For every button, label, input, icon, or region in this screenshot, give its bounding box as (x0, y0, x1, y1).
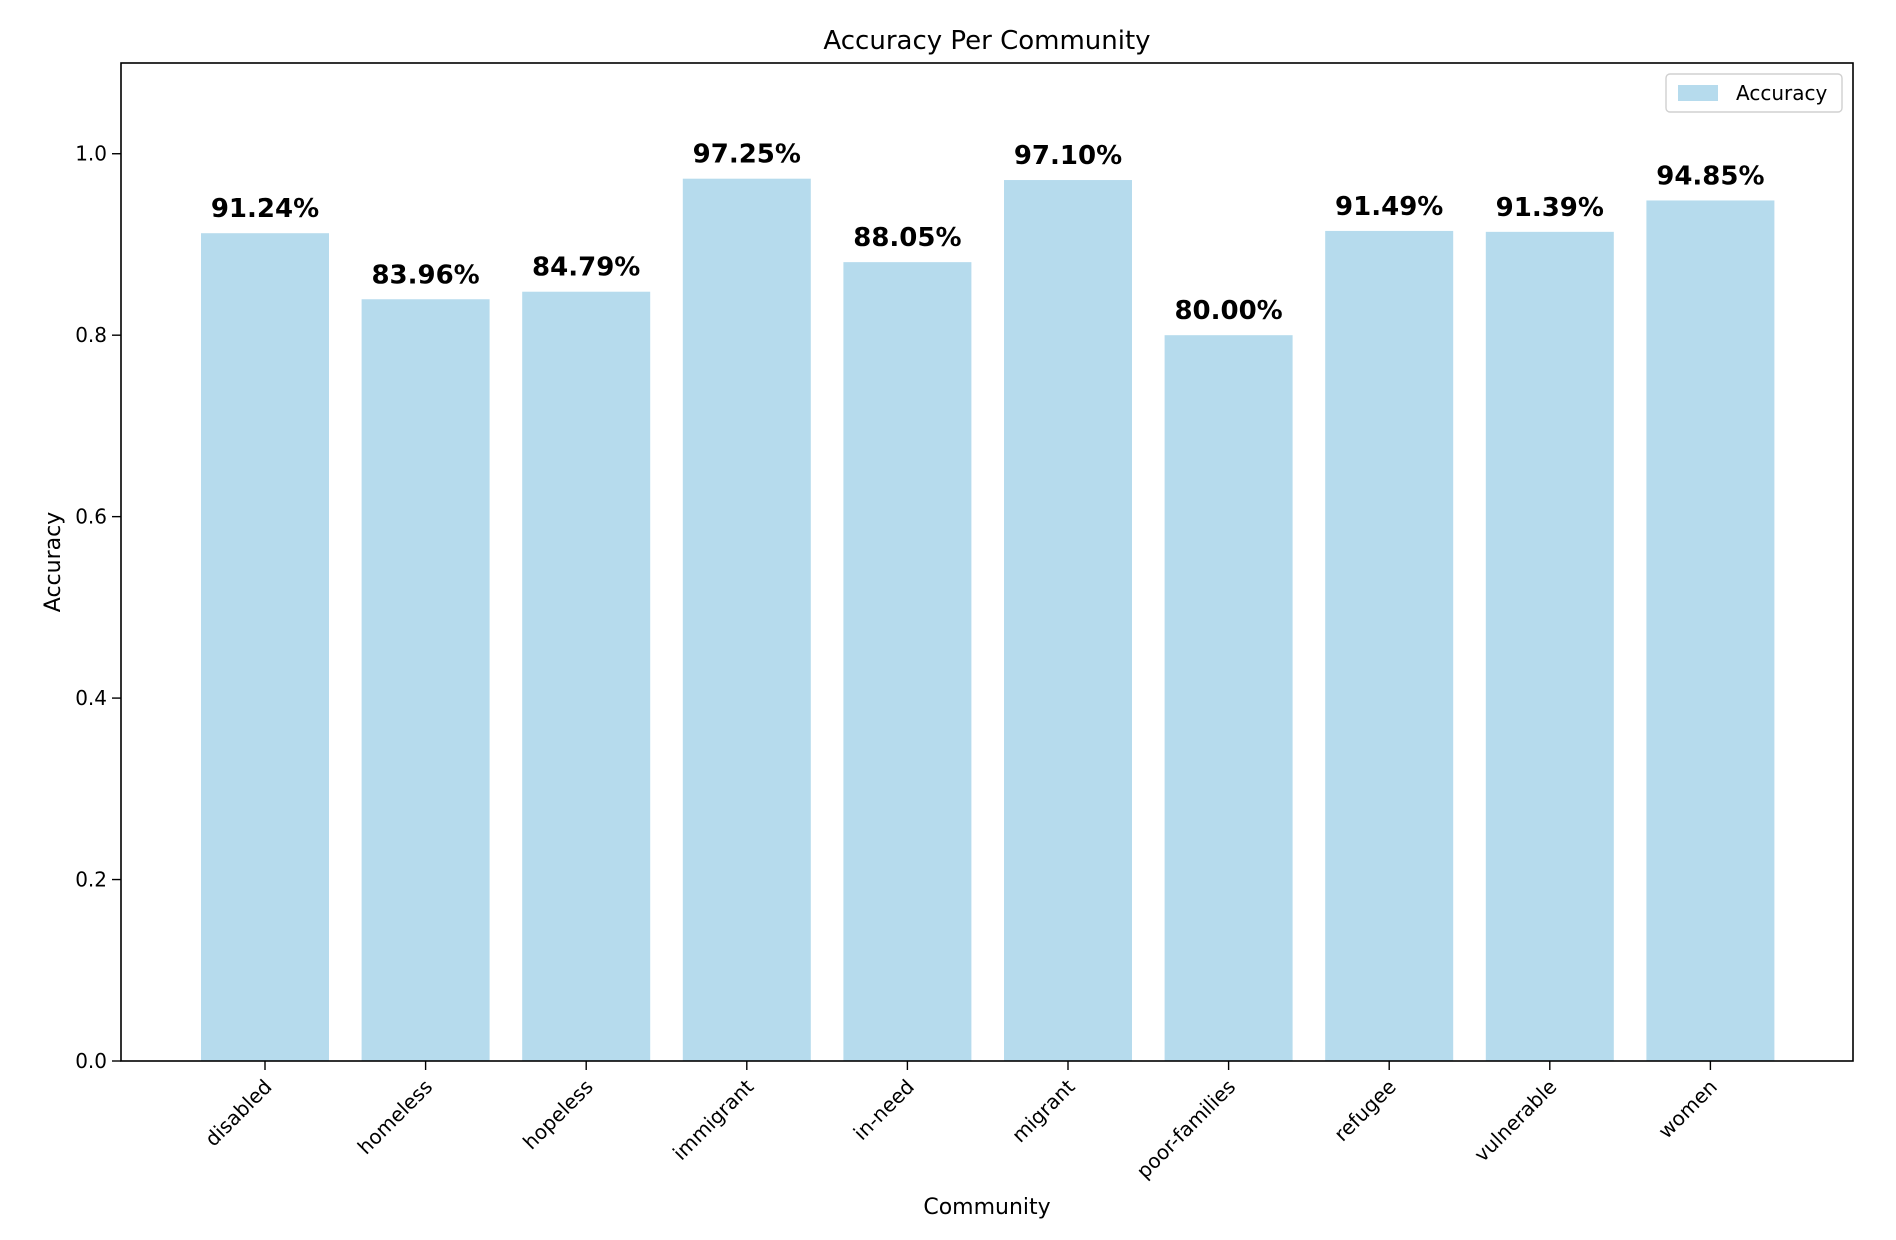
bar-vulnerable (1485, 231, 1614, 1062)
bar-in-need (843, 262, 972, 1061)
data-label-immigrant: 97.25% (693, 140, 801, 170)
data-label-poor-families: 80.00% (1174, 296, 1282, 326)
x-tick-label-homeless: homeless (353, 1075, 437, 1159)
y-tick-label-0.8: 0.8 (75, 323, 107, 347)
x-axis-label: Community (923, 1195, 1050, 1220)
bar-migrant (1004, 180, 1132, 1061)
x-axis: disabled homeless hopeless immigrant in-need… (200, 1061, 1722, 1183)
bar-homeless (361, 299, 490, 1062)
legend-label: Accuracy (1736, 81, 1827, 105)
x-tick-label-hopeless: hopeless (518, 1075, 598, 1155)
data-label-hopeless: 84.79% (532, 253, 640, 283)
legend-frame (1665, 73, 1843, 113)
x-tick-label-women: women (1653, 1075, 1722, 1144)
data-label-in-need: 88.05% (853, 223, 961, 253)
y-axis: 0.0 0.2 0.4 0.6 0.8 1.0 (75, 142, 121, 1073)
x-tick-label-immigrant: immigrant (668, 1074, 758, 1164)
x-tick-label-vulnerable: vulnerable (1469, 1075, 1561, 1167)
data-labels-group: 91.24% 83.96% 84.79% 97.25% 88.05% 97.10% 80.0… (211, 140, 1765, 327)
y-tick-label-0.0: 0.0 (75, 1049, 107, 1073)
x-tick-label-poor-families: poor-families (1132, 1075, 1241, 1184)
plot-area: 91.24% 83.96% 84.79% 97.25% 88.05% 97.10% 80.0… (75, 62, 1854, 1183)
chart-title: Accuracy Per Community (823, 26, 1150, 56)
x-tick-label-refugee: refugee (1329, 1075, 1400, 1146)
y-tick-label-0.4: 0.4 (75, 686, 107, 710)
x-tick-label-migrant: migrant (1007, 1074, 1080, 1147)
bar-refugee (1325, 230, 1454, 1062)
y-axis-label: Accuracy (41, 512, 66, 612)
data-label-homeless: 83.96% (371, 260, 479, 290)
data-label-refugee: 91.49% (1335, 192, 1443, 222)
bars-group (201, 178, 1775, 1062)
data-label-women: 94.85% (1656, 161, 1764, 191)
bar-immigrant (682, 178, 811, 1062)
y-tick-label-0.2: 0.2 (75, 868, 107, 892)
bar-disabled (201, 233, 329, 1062)
data-label-migrant: 97.10% (1014, 141, 1122, 171)
x-tick-label-disabled: disabled (200, 1075, 277, 1152)
y-tick-label-0.6: 0.6 (75, 505, 107, 529)
bar-hopeless (522, 291, 651, 1061)
y-tick-label-1.0: 1.0 (75, 142, 107, 166)
legend: Accuracy (1665, 73, 1843, 113)
data-label-vulnerable: 91.39% (1496, 193, 1604, 223)
data-label-disabled: 91.24% (211, 194, 319, 224)
legend-swatch (1678, 85, 1718, 101)
bar-women (1646, 200, 1775, 1062)
bar-poor-families (1164, 335, 1293, 1061)
x-tick-label-in-need: in-need (849, 1075, 919, 1145)
plot-frame (120, 62, 1854, 1062)
